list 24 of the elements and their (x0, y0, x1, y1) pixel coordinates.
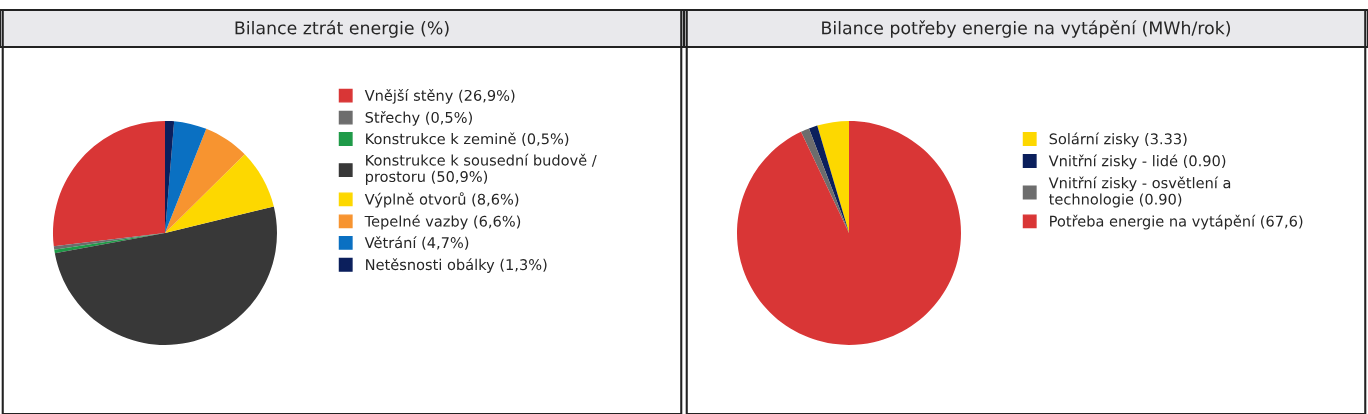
pie-slice (800, 128, 849, 233)
pie-slice (817, 121, 849, 233)
pie-slice (53, 233, 165, 250)
legend-label: Vnitřní zisky - lidé (0.90) (1048, 154, 1226, 170)
chart-title: Bilance potřeby energie na vytápění (MWh/rok) (822, 20, 1231, 38)
legend-label: Konstrukce k zemině (0,5%) (366, 132, 569, 147)
legend-label: Větrání (4,7%) (364, 236, 469, 250)
legend-label: Solární zisky (3.33) (1049, 132, 1187, 148)
pie-slice (737, 121, 961, 345)
pie-slice (808, 125, 849, 233)
legend-label: Vnější stěny (26,9%) (364, 89, 515, 104)
legend-label: Vnitřní zisky - osvětlení a technologie (0.90) (1048, 176, 1231, 208)
pie-slice (165, 128, 245, 233)
legend-label: Tepelné vazby (6,6%) (364, 214, 521, 230)
legend-label: Potřeba energie na vytápění (67,6) (1050, 214, 1303, 230)
legend-label: Netěsnosti obálky (1,3%) (366, 258, 547, 273)
pie-slice (53, 121, 165, 247)
pie-slice (165, 121, 207, 233)
legend-label: Střechy (0,5%) (365, 111, 472, 126)
legend-label: Výplně otvorů (8,6%) (364, 192, 519, 208)
legend-label: Konstrukce k sousední budově / prostoru (50,9%) (365, 153, 597, 185)
pie-slice (54, 206, 277, 345)
pie-slice (165, 154, 274, 233)
chart-title: Bilance ztrát energie (%) (235, 20, 449, 38)
